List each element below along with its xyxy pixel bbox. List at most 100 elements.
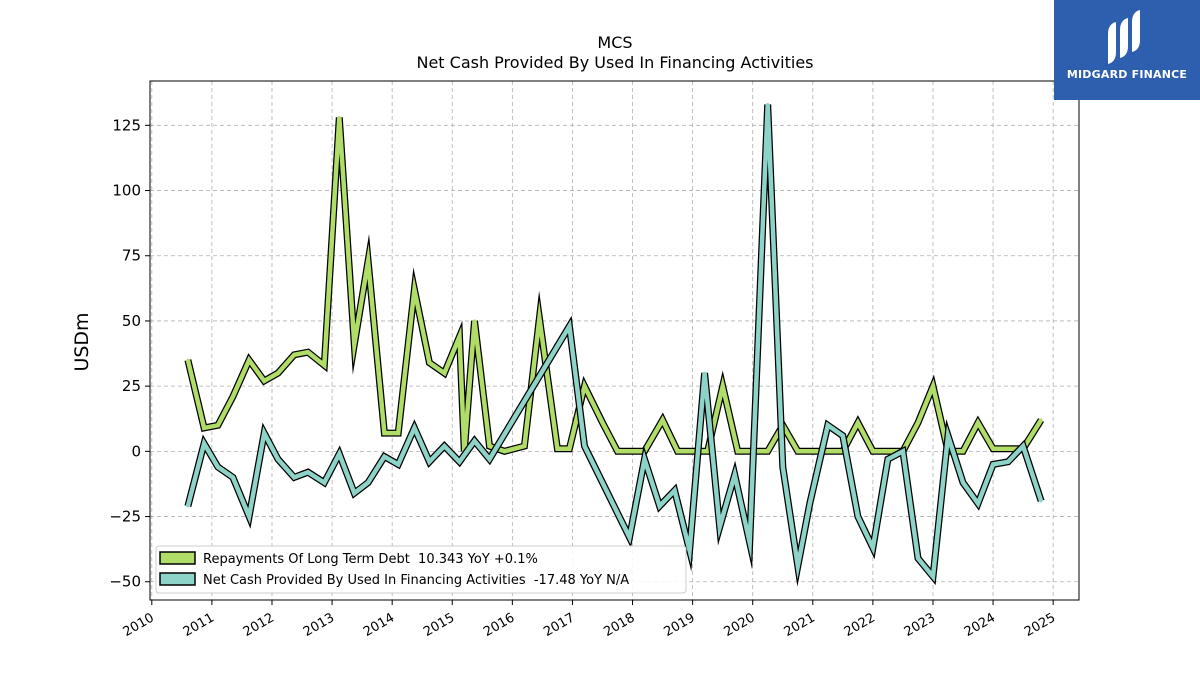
midgard-logo-icon: [1108, 10, 1140, 64]
data-point: [427, 460, 431, 464]
data-point: [503, 449, 506, 453]
x-tick-label: 2013: [301, 610, 337, 640]
grid: [150, 81, 1079, 600]
data-point: [901, 449, 905, 453]
data-point: [337, 116, 341, 119]
data-point: [718, 525, 722, 529]
data-point: [427, 361, 431, 365]
data-point: [473, 319, 476, 323]
data-point: [231, 395, 235, 399]
data-point: [931, 575, 935, 578]
data-point: [991, 447, 995, 451]
legend-box: [155, 545, 687, 594]
data-point: [841, 434, 845, 438]
x-tick-label: 2010: [121, 610, 157, 640]
x-tick-label: 2016: [481, 610, 517, 640]
data-point: [337, 452, 341, 456]
data-point: [856, 421, 860, 425]
x-tick-label: 2021: [782, 610, 818, 640]
legend-label-net-cash: Net Cash Provided By Used In Financing A…: [203, 573, 629, 588]
x-axis: 2010 2011 2012 2013 2014 2015 2016 2017 2018 2019…: [121, 600, 1058, 640]
data-point: [366, 259, 370, 263]
data-point: [247, 515, 251, 518]
data-point: [216, 423, 220, 427]
data-point: [216, 465, 220, 469]
legend-label-repayments: Repayments Of Long Term Debt 10.343 YoY …: [203, 552, 538, 567]
data-point: [946, 434, 950, 438]
legend-swatch-net-cash: [159, 572, 196, 586]
data-point: [488, 444, 491, 448]
data-point: [458, 335, 461, 339]
data-point: [826, 423, 830, 427]
x-tick-label: 2011: [181, 610, 217, 640]
data-point: [306, 470, 310, 474]
data-point: [567, 447, 571, 451]
data-point: [733, 473, 737, 477]
y-tick-label: 100: [112, 182, 141, 200]
data-point: [522, 444, 526, 448]
data-point: [721, 384, 725, 388]
x-tick-label: 2015: [421, 610, 457, 640]
data-point: [382, 455, 386, 459]
data-point: [796, 564, 800, 568]
data-point: [991, 462, 995, 466]
x-tick-label: 2023: [902, 610, 938, 640]
y-tick-label: 0: [131, 442, 141, 460]
data-point: [706, 449, 710, 453]
x-tick-label: 2012: [241, 610, 277, 640]
data-point: [916, 421, 920, 425]
x-tick-label: 2014: [361, 610, 397, 640]
data-point: [442, 371, 446, 375]
data-point: [488, 457, 491, 461]
data-point: [322, 481, 326, 485]
data-point: [1039, 499, 1043, 503]
data-point: [643, 457, 646, 461]
data-point: [961, 481, 965, 485]
data-point: [555, 447, 559, 451]
data-point: [352, 342, 356, 346]
data-point: [886, 457, 890, 461]
data-point: [292, 353, 296, 357]
data-point: [567, 324, 571, 328]
data-point: [202, 426, 206, 430]
data-point: [661, 418, 665, 422]
data-point: [442, 444, 446, 448]
data-point: [976, 502, 980, 505]
data-point: [382, 431, 386, 435]
data-point: [276, 457, 280, 461]
y-tick-label: −50: [109, 573, 141, 591]
data-point: [396, 431, 400, 435]
data-point: [583, 384, 586, 388]
data-point: [583, 444, 586, 448]
data-point: [796, 449, 800, 453]
data-point: [871, 546, 875, 550]
data-point: [186, 358, 190, 362]
data-point: [658, 504, 662, 508]
data-point: [616, 449, 619, 453]
x-tick-label: 2022: [842, 610, 878, 640]
data-point: [458, 460, 461, 464]
data-point: [322, 363, 326, 367]
data-point: [976, 421, 980, 425]
data-point: [1021, 444, 1025, 448]
x-tick-label: 2017: [541, 610, 577, 640]
data-point: [292, 475, 296, 479]
x-tick-label: 2018: [601, 610, 637, 640]
x-tick-label: 2019: [661, 610, 697, 640]
data-point: [601, 421, 604, 425]
data-point: [352, 491, 356, 495]
data-point: [231, 475, 235, 479]
data-point: [412, 288, 416, 292]
data-point: [247, 358, 251, 362]
data-point: [1006, 447, 1010, 451]
chart-title: MCS: [597, 33, 632, 52]
data-point: [628, 535, 631, 539]
y-tick-label: 25: [122, 377, 141, 395]
data-point: [916, 556, 920, 560]
legend-swatch-repayments: [159, 551, 196, 565]
data-point: [473, 439, 476, 443]
x-tick-label: 2024: [962, 610, 998, 640]
data-point: [736, 449, 740, 453]
data-point: [826, 449, 830, 453]
